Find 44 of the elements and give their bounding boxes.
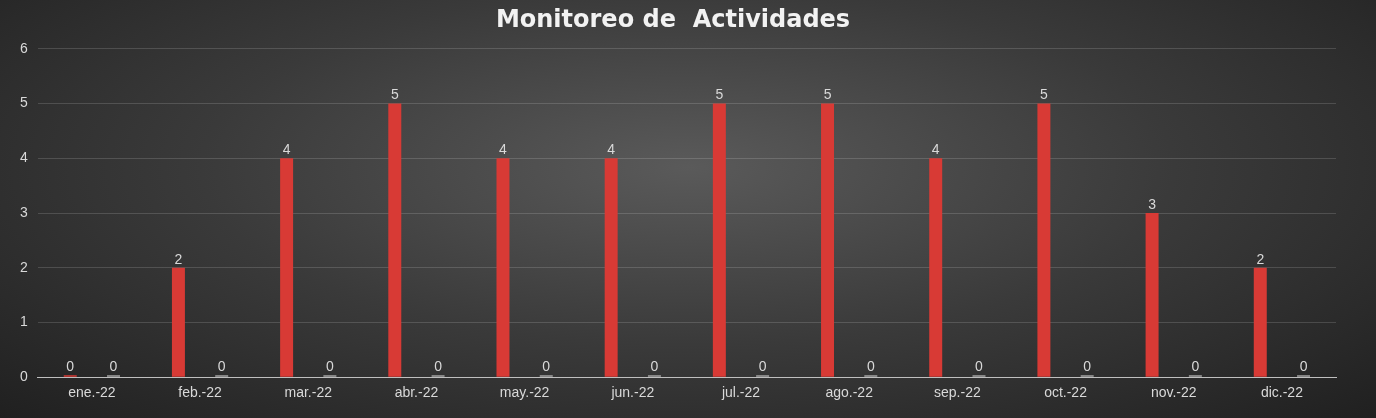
y-tick-label: 1 bbox=[19, 313, 28, 330]
data-label: 0 bbox=[1299, 358, 1308, 375]
data-label: 0 bbox=[758, 358, 767, 375]
x-tick-label: jul.-22 bbox=[720, 384, 761, 401]
y-tick-label: 3 bbox=[19, 203, 28, 220]
y-tick-label: 0 bbox=[19, 368, 28, 385]
x-tick-label: jun.-22 bbox=[610, 384, 655, 401]
data-label: 5 bbox=[823, 86, 832, 103]
x-tick-label: may.-22 bbox=[499, 384, 550, 401]
data-label: 0 bbox=[1083, 358, 1092, 375]
y-tick-label: 6 bbox=[19, 39, 28, 56]
x-tick-label: feb.-22 bbox=[178, 384, 223, 401]
data-label: 0 bbox=[542, 358, 551, 375]
y-tick-label: 5 bbox=[19, 94, 28, 111]
data-label: 4 bbox=[499, 141, 508, 158]
data-label: 5 bbox=[390, 86, 399, 103]
y-tick-label: 2 bbox=[19, 258, 28, 275]
y-tick-label: 4 bbox=[19, 149, 28, 166]
x-tick-label: abr.-22 bbox=[394, 384, 439, 401]
x-tick-label: nov.-22 bbox=[1150, 384, 1197, 401]
data-label: 0 bbox=[434, 358, 443, 375]
data-label: 5 bbox=[715, 86, 724, 103]
data-label: 0 bbox=[109, 358, 118, 375]
data-label: 3 bbox=[1148, 195, 1157, 212]
x-tick-label: ene.-22 bbox=[68, 384, 116, 401]
data-label: 5 bbox=[1040, 86, 1048, 103]
x-tick-label: ago.-22 bbox=[825, 384, 874, 401]
data-label: 0 bbox=[66, 358, 75, 375]
data-label: 4 bbox=[282, 141, 291, 158]
x-tick-label: sep.-22 bbox=[934, 384, 981, 401]
data-label: 4 bbox=[931, 141, 940, 158]
data-label: 0 bbox=[975, 358, 984, 375]
data-label: 2 bbox=[1256, 250, 1265, 267]
data-label: 0 bbox=[325, 358, 334, 375]
data-label: 0 bbox=[650, 358, 659, 375]
x-tick-label: mar.-22 bbox=[284, 384, 333, 401]
data-label: 0 bbox=[866, 358, 875, 375]
x-tick-label: dic.-22 bbox=[1260, 384, 1304, 401]
data-label: 0 bbox=[217, 358, 226, 375]
data-label: 2 bbox=[174, 250, 183, 267]
chart-title: Monitoreo de Actividades bbox=[495, 4, 851, 33]
data-label: 0 bbox=[1191, 358, 1200, 375]
x-tick-label: oct.-22 bbox=[1044, 384, 1088, 401]
data-label: 4 bbox=[607, 141, 616, 158]
